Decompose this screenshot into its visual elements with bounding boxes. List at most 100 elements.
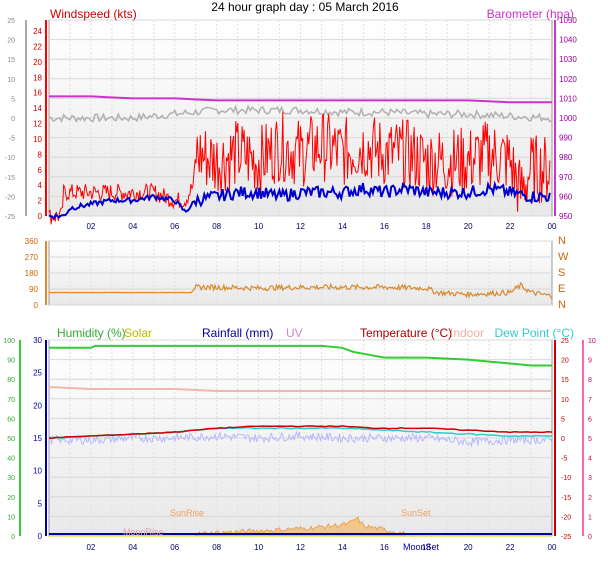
outer-trace-line xyxy=(48,104,553,124)
outer-tick-label: 5 xyxy=(11,96,15,103)
temperature-tick-label: 10 xyxy=(561,397,569,404)
windspeed-line xyxy=(48,111,551,225)
barometer-tick-label: 1000 xyxy=(559,114,577,123)
humidity-line xyxy=(49,344,552,367)
barometer-tick-label: 970 xyxy=(559,173,573,182)
moonset-annotation: MoonSet xyxy=(403,542,440,552)
rainfall-tick-label: 0 xyxy=(38,532,43,541)
compass-tick-label: E xyxy=(558,283,565,295)
barometer-tick-label: 1020 xyxy=(559,75,577,84)
humidity-tick-label: 70 xyxy=(7,397,15,404)
humidity-tick-label: 90 xyxy=(7,358,15,365)
temperature-tick-label: -25 xyxy=(561,534,571,541)
uv-tick-label: 0 xyxy=(588,534,592,541)
x-tick-label: 20 xyxy=(464,222,473,231)
uv-tick-label: 7 xyxy=(588,397,592,404)
direction-tick-label: 90 xyxy=(29,285,38,294)
direction-tick-label: 0 xyxy=(34,301,39,310)
x-tick-label: 02 xyxy=(86,222,95,231)
humidity-label: Humidity (%) xyxy=(57,326,126,340)
windspeed-tick-label: 20 xyxy=(33,58,42,67)
windspeed-tick-label: 16 xyxy=(33,89,42,98)
indoor-temp-line xyxy=(48,386,552,392)
direction-tick-label: 360 xyxy=(25,237,39,246)
temperature-tick-label: 15 xyxy=(561,377,569,384)
x-tick-label: 20 xyxy=(464,543,473,552)
sunrise-annotation: SunRise xyxy=(170,508,204,518)
windspeed-tick-label: 0 xyxy=(38,212,43,221)
humidity-tick-label: 30 xyxy=(7,475,15,482)
barometer-label: Barometer (hpa) xyxy=(487,7,574,21)
outer-tick-label: 0 xyxy=(11,116,15,123)
outer-tick-label: 15 xyxy=(7,57,15,64)
humidity-tick-label: 40 xyxy=(7,456,15,463)
solar-label: Solar xyxy=(124,326,152,340)
uv-tick-label: 1 xyxy=(588,514,592,521)
axes-layer: 2422201816141210864202520151050-5-10-15-… xyxy=(3,16,596,552)
uv-tick-label: 5 xyxy=(588,436,592,443)
outer-tick-label: 25 xyxy=(7,18,15,25)
uv-tick-label: 8 xyxy=(588,377,592,384)
x-tick-label: 10 xyxy=(254,543,263,552)
windspeed-tick-label: 12 xyxy=(33,120,42,129)
solar-radiation-area xyxy=(195,516,406,537)
x-tick-label: 08 xyxy=(212,543,221,552)
humidity-tick-label: 0 xyxy=(11,534,15,541)
uv-label: UV xyxy=(286,326,303,340)
humidity-tick-label: 60 xyxy=(7,416,15,423)
outer-tick-label: -5 xyxy=(9,136,15,143)
rainfall-tick-label: 10 xyxy=(33,467,42,476)
windspeed-tick-label: 24 xyxy=(33,27,42,36)
compass-tick-label: W xyxy=(558,251,569,263)
x-tick-label: 22 xyxy=(506,222,515,231)
windspeed-label: Windspeed (kts) xyxy=(50,7,137,21)
outer-tick-label: -25 xyxy=(5,214,15,221)
x-tick-label: 16 xyxy=(380,543,389,552)
compass-tick-label: S xyxy=(558,267,565,279)
uv-tick-label: 9 xyxy=(588,358,592,365)
outer-tick-label: -15 xyxy=(5,175,15,182)
temperature-tick-label: 20 xyxy=(561,358,569,365)
windspeed-tick-label: 8 xyxy=(38,150,43,159)
windspeed-tick-label: 22 xyxy=(33,42,42,51)
rainfall-tick-label: 20 xyxy=(33,401,42,410)
series-layer xyxy=(48,95,553,537)
windspeed-tick-label: 14 xyxy=(33,104,42,113)
x-tick-label: 04 xyxy=(128,543,137,552)
x-tick-label: 12 xyxy=(296,222,305,231)
humidity-tick-label: 20 xyxy=(7,495,15,502)
barometer-tick-label: 1040 xyxy=(559,36,577,45)
x-tick-label: 00 xyxy=(548,543,557,552)
temperature-line xyxy=(48,425,553,440)
chart-title: 24 hour graph day : 05 March 2016 xyxy=(211,0,399,14)
humidity-tick-label: 50 xyxy=(7,436,15,443)
uv-tick-label: 4 xyxy=(588,456,592,463)
windspeed-tick-label: 2 xyxy=(38,197,43,206)
uv-tick-label: 2 xyxy=(588,495,592,502)
windspeed-tick-label: 10 xyxy=(33,135,42,144)
avg-windspeed-line xyxy=(48,180,551,220)
barometer-line xyxy=(49,95,552,104)
windspeed-tick-label: 4 xyxy=(38,181,43,190)
compass-tick-label: N xyxy=(558,299,566,311)
x-tick-label: 02 xyxy=(86,543,95,552)
x-tick-label: 08 xyxy=(212,222,221,231)
outer-tick-label: 10 xyxy=(7,77,15,84)
x-tick-label: 14 xyxy=(338,222,347,231)
sunset-annotation: SunSet xyxy=(401,508,431,518)
humidity-tick-label: 80 xyxy=(7,377,15,384)
uv-tick-label: 3 xyxy=(588,475,592,482)
temperature-tick-label: -15 xyxy=(561,495,571,502)
rainfall-label: Rainfall (mm) xyxy=(202,326,273,340)
x-tick-label: 04 xyxy=(128,222,137,231)
moonrise-annotation: MoonRise xyxy=(123,527,164,537)
direction-tick-label: 270 xyxy=(25,253,39,262)
rainfall-tick-label: 25 xyxy=(33,369,42,378)
barometer-tick-label: 980 xyxy=(559,153,573,162)
barometer-tick-label: 1030 xyxy=(559,55,577,64)
x-tick-label: 18 xyxy=(422,543,431,552)
uv-line xyxy=(48,430,553,448)
barometer-tick-label: 950 xyxy=(559,212,573,221)
x-tick-label: 12 xyxy=(296,543,305,552)
